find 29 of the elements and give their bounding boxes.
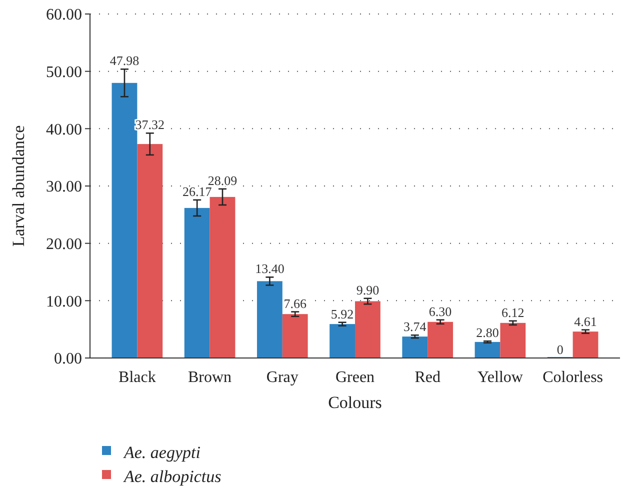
data-label: 47.98 (110, 53, 140, 68)
y-tick-label: 0.00 (54, 350, 82, 368)
y-tick-label: 40.00 (46, 121, 82, 138)
data-label: 6.12 (502, 304, 524, 320)
y-tick-label: 60.00 (46, 6, 82, 24)
y-tick-label: 30.00 (46, 178, 82, 196)
legend-label: Ae. aegypti (123, 442, 201, 462)
x-tick-label: Colorless (542, 369, 604, 386)
data-label: 2.80 (476, 325, 499, 340)
x-tick-label: Red (414, 369, 440, 386)
y-axis-title: Larval abundance (9, 125, 28, 247)
data-label: 7.66 (284, 296, 307, 311)
data-label: 6.30 (428, 304, 452, 319)
y-tick-label: 10.00 (46, 293, 82, 310)
data-label: 5.92 (330, 306, 354, 322)
x-axis-title: Colours (328, 393, 382, 412)
x-tick-label: Gray (266, 369, 298, 386)
data-label: 3.74 (404, 319, 427, 334)
y-tick-label: 20.00 (46, 236, 82, 253)
x-tick-label: Yellow (477, 369, 524, 386)
data-label: 13.40 (255, 261, 284, 276)
data-label: 0 (556, 342, 564, 357)
data-label: 4.61 (574, 314, 597, 329)
x-tick-label: Green (335, 369, 375, 386)
data-label: 9.90 (356, 282, 380, 298)
x-tick-label: Brown (188, 369, 232, 386)
y-tick-label: 50.00 (46, 64, 82, 81)
x-tick-label: Black (118, 369, 156, 386)
legend-label: Ae. albopictus (123, 466, 222, 486)
